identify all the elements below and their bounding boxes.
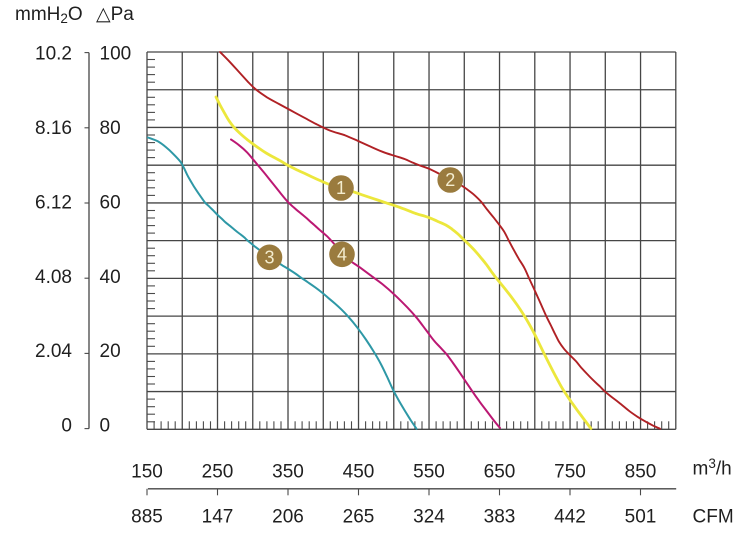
svg-text:206: 206 [272,507,304,528]
svg-text:0: 0 [61,416,72,437]
svg-text:10.2: 10.2 [35,44,72,65]
svg-text:8.16: 8.16 [35,118,72,139]
svg-text:250: 250 [202,461,234,482]
svg-text:324: 324 [413,507,445,528]
svg-text:265: 265 [343,507,375,528]
svg-text:mmH2O: mmH2O [15,4,83,26]
svg-text:△Pa: △Pa [96,4,134,25]
svg-text:350: 350 [272,461,304,482]
svg-text:60: 60 [100,192,121,213]
svg-text:0: 0 [100,416,111,437]
svg-text:650: 650 [484,461,516,482]
svg-text:100: 100 [100,44,132,65]
svg-text:2: 2 [445,170,455,190]
svg-text:150: 150 [131,461,163,482]
svg-text:383: 383 [484,507,516,528]
svg-text:750: 750 [554,461,586,482]
svg-text:3: 3 [264,248,274,268]
svg-text:6.12: 6.12 [35,192,72,213]
svg-text:550: 550 [413,461,445,482]
svg-text:450: 450 [343,461,375,482]
svg-text:885: 885 [131,507,163,528]
svg-text:80: 80 [100,118,121,139]
svg-text:40: 40 [100,267,121,288]
svg-text:4: 4 [337,245,347,265]
svg-text:850: 850 [625,461,657,482]
svg-text:CFM: CFM [693,507,734,528]
svg-text:20: 20 [100,341,121,362]
svg-text:2.04: 2.04 [35,341,72,362]
svg-text:m3/h: m3/h [693,456,732,480]
svg-text:4.08: 4.08 [35,267,72,288]
svg-text:1: 1 [336,178,346,198]
svg-text:501: 501 [625,507,657,528]
svg-text:147: 147 [202,507,234,528]
svg-text:442: 442 [554,507,586,528]
